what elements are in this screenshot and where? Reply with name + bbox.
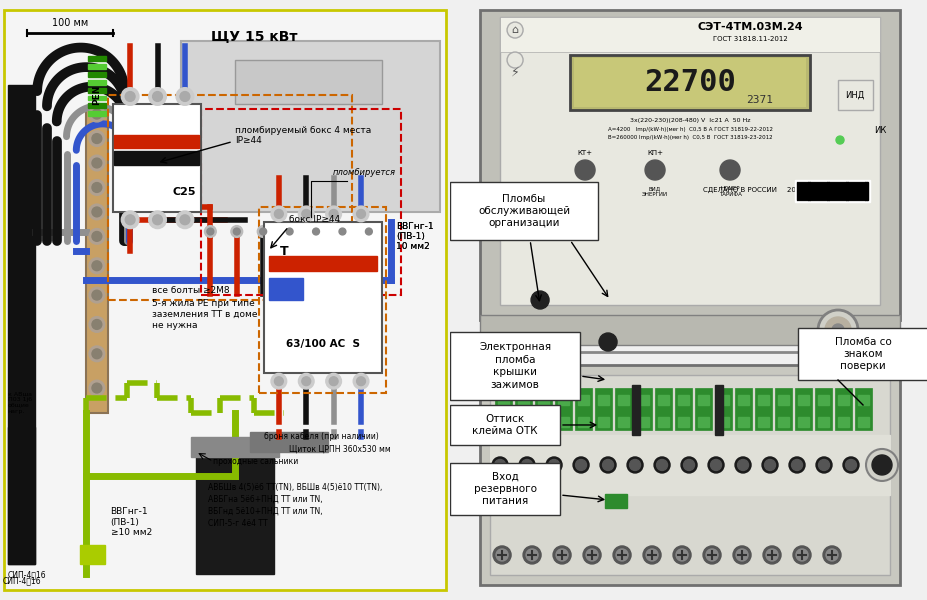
Circle shape: [492, 546, 511, 564]
Circle shape: [791, 460, 802, 470]
Circle shape: [703, 546, 720, 564]
Circle shape: [271, 373, 286, 389]
Text: Вход
резервного
питания: Вход резервного питания: [473, 472, 536, 506]
Bar: [829, 182, 830, 200]
Circle shape: [92, 182, 102, 193]
Bar: [794, 180, 870, 202]
Circle shape: [825, 549, 837, 561]
Text: НОМЕР
ТАРИФА: НОМЕР ТАРИФА: [717, 186, 741, 197]
Circle shape: [329, 209, 337, 218]
Bar: [500, 17, 879, 52]
Bar: [617, 417, 629, 427]
Bar: [654, 388, 671, 430]
Circle shape: [521, 460, 532, 470]
Circle shape: [180, 92, 190, 101]
Bar: [857, 395, 868, 405]
Circle shape: [835, 136, 843, 144]
Circle shape: [89, 317, 105, 332]
Circle shape: [356, 377, 365, 386]
Circle shape: [501, 493, 514, 507]
Text: ВВГнг-1
(ПВ-1)
10 мм2: ВВГнг-1 (ПВ-1) 10 мм2: [396, 221, 434, 251]
Circle shape: [204, 226, 216, 238]
Circle shape: [683, 460, 693, 470]
Circle shape: [284, 226, 295, 238]
Bar: [450, 332, 579, 400]
Bar: [794, 388, 811, 430]
Circle shape: [125, 215, 135, 224]
Circle shape: [710, 460, 721, 470]
Circle shape: [842, 457, 858, 473]
Bar: [554, 388, 571, 430]
Circle shape: [89, 131, 105, 146]
Text: C25: C25: [172, 187, 196, 197]
Text: СДЕЛАНО В РОССИИ: СДЕЛАНО В РОССИИ: [703, 187, 776, 193]
Circle shape: [815, 457, 832, 473]
Circle shape: [627, 457, 642, 473]
Circle shape: [148, 88, 166, 105]
Bar: [557, 395, 568, 405]
Bar: [200, 109, 400, 295]
Circle shape: [573, 457, 589, 473]
Bar: [88, 80, 106, 85]
Bar: [757, 417, 768, 427]
Bar: [498, 395, 509, 405]
Circle shape: [707, 457, 723, 473]
Bar: [777, 417, 788, 427]
Circle shape: [274, 377, 283, 386]
Bar: [847, 182, 848, 200]
Circle shape: [312, 228, 319, 235]
Bar: [638, 417, 648, 427]
Circle shape: [575, 160, 594, 180]
Bar: [834, 182, 835, 200]
Bar: [7, 427, 35, 564]
Bar: [807, 182, 808, 200]
Bar: [88, 88, 106, 92]
Bar: [717, 417, 729, 427]
Bar: [863, 182, 864, 200]
Bar: [836, 182, 837, 200]
Circle shape: [602, 460, 613, 470]
Bar: [860, 182, 862, 200]
Circle shape: [365, 228, 372, 235]
Bar: [837, 417, 848, 427]
Circle shape: [705, 549, 717, 561]
Circle shape: [257, 226, 269, 238]
Bar: [538, 395, 549, 405]
Bar: [479, 10, 899, 320]
Bar: [678, 417, 688, 427]
Circle shape: [822, 546, 840, 564]
Text: T: T: [279, 245, 287, 257]
Bar: [517, 417, 528, 427]
Bar: [450, 463, 560, 515]
Text: ИНД: ИНД: [844, 91, 864, 100]
Bar: [108, 95, 352, 300]
Bar: [715, 385, 722, 435]
Bar: [697, 417, 708, 427]
Circle shape: [152, 215, 162, 224]
Circle shape: [121, 88, 139, 105]
Circle shape: [231, 226, 242, 238]
Circle shape: [121, 211, 139, 229]
Circle shape: [582, 546, 601, 564]
Text: СЭТ-4ТМ.03М.24: СЭТ-4ТМ.03М.24: [696, 22, 802, 32]
Circle shape: [548, 460, 559, 470]
Bar: [574, 58, 806, 107]
Bar: [264, 222, 381, 373]
Bar: [535, 388, 552, 430]
Bar: [855, 182, 857, 200]
Text: ЩУ 15 кВт: ЩУ 15 кВт: [211, 29, 298, 43]
Bar: [813, 182, 814, 200]
Circle shape: [298, 373, 313, 389]
Bar: [837, 395, 848, 405]
Circle shape: [654, 457, 669, 473]
Text: A=4200   Imp/(kW·h)(меr h)  C0,5 В А ГОСТ 31819-22-2012: A=4200 Imp/(kW·h)(меr h) C0,5 В А ГОСТ 3…: [607, 127, 771, 131]
Bar: [114, 134, 198, 148]
Text: ГОСТ 31818.11-2012: ГОСТ 31818.11-2012: [712, 36, 786, 42]
Circle shape: [629, 460, 640, 470]
Circle shape: [338, 228, 346, 235]
Bar: [815, 182, 817, 200]
Bar: [715, 388, 731, 430]
Circle shape: [644, 160, 665, 180]
Text: 2371: 2371: [745, 95, 773, 105]
Text: ИК: ИК: [873, 125, 885, 134]
